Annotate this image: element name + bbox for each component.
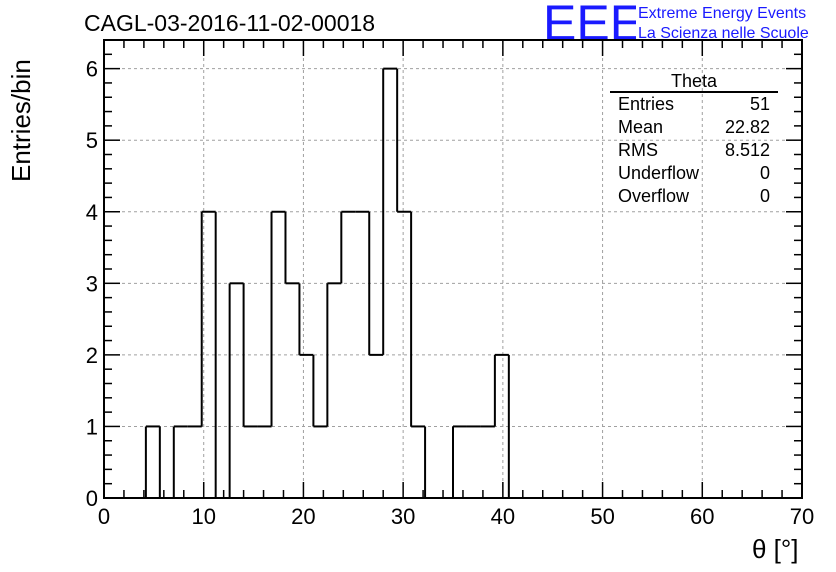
stats-label: RMS [618, 140, 658, 160]
stats-value: 8.512 [724, 140, 770, 160]
stats-label: Mean [618, 117, 664, 137]
eee-logo: EEE [543, 0, 636, 46]
stats-label: Underflow [618, 163, 700, 183]
stats-title: Theta [610, 71, 778, 93]
x-tick-label: 30 [391, 504, 415, 529]
logo-line-2: La Scienza nelle Scuole [638, 25, 809, 42]
stats-value: 51 [749, 94, 770, 114]
y-tick-label: 0 [86, 486, 98, 511]
tick-labels: 0 10 20 30 40 50 60 70 0 1 2 3 4 5 6 [86, 57, 814, 529]
y-axis-label: Entries/bin [6, 59, 36, 182]
x-tick-label: 50 [590, 504, 614, 529]
histogram-bars [144, 67, 510, 499]
stats-row: Mean 22.82 [610, 116, 778, 139]
y-tick-label: 2 [86, 343, 98, 368]
x-tick-label: 0 [98, 504, 110, 529]
x-tick-label: 20 [291, 504, 315, 529]
axis-ticks [103, 39, 803, 499]
x-tick-label: 60 [690, 504, 714, 529]
stats-row: Underflow 0 [610, 162, 778, 185]
logo-caption: Extreme Energy Events La Scienza nelle S… [638, 4, 809, 44]
y-tick-label: 1 [86, 414, 98, 439]
y-tick-label: 6 [86, 57, 98, 82]
stats-row: Overflow 0 [610, 185, 778, 208]
stats-row: Entries 51 [610, 93, 778, 116]
stats-value: 0 [759, 163, 770, 183]
y-tick-label: 5 [86, 128, 98, 153]
stats-row: RMS 8.512 [610, 139, 778, 162]
y-tick-label: 4 [86, 200, 98, 225]
logo-mark: EEE [543, 0, 636, 46]
y-tick-label: 3 [86, 271, 98, 296]
grid-lines [104, 40, 802, 498]
stats-value: 0 [759, 186, 770, 206]
chart-title: CAGL-03-2016-11-02-00018 [84, 10, 376, 36]
stats-label: Overflow [618, 186, 690, 206]
x-tick-label: 10 [191, 504, 215, 529]
stats-label: Entries [618, 94, 675, 114]
stats-value: 22.82 [724, 117, 770, 137]
stats-box: Theta Entries 51 Mean 22.82 RMS 8.512 Underflo… [610, 71, 778, 208]
x-tick-label: 70 [790, 504, 814, 529]
logo-line-1: Extreme Energy Events [638, 5, 807, 22]
x-tick-label: 40 [491, 504, 515, 529]
x-axis-label: θ [°] [752, 534, 799, 564]
